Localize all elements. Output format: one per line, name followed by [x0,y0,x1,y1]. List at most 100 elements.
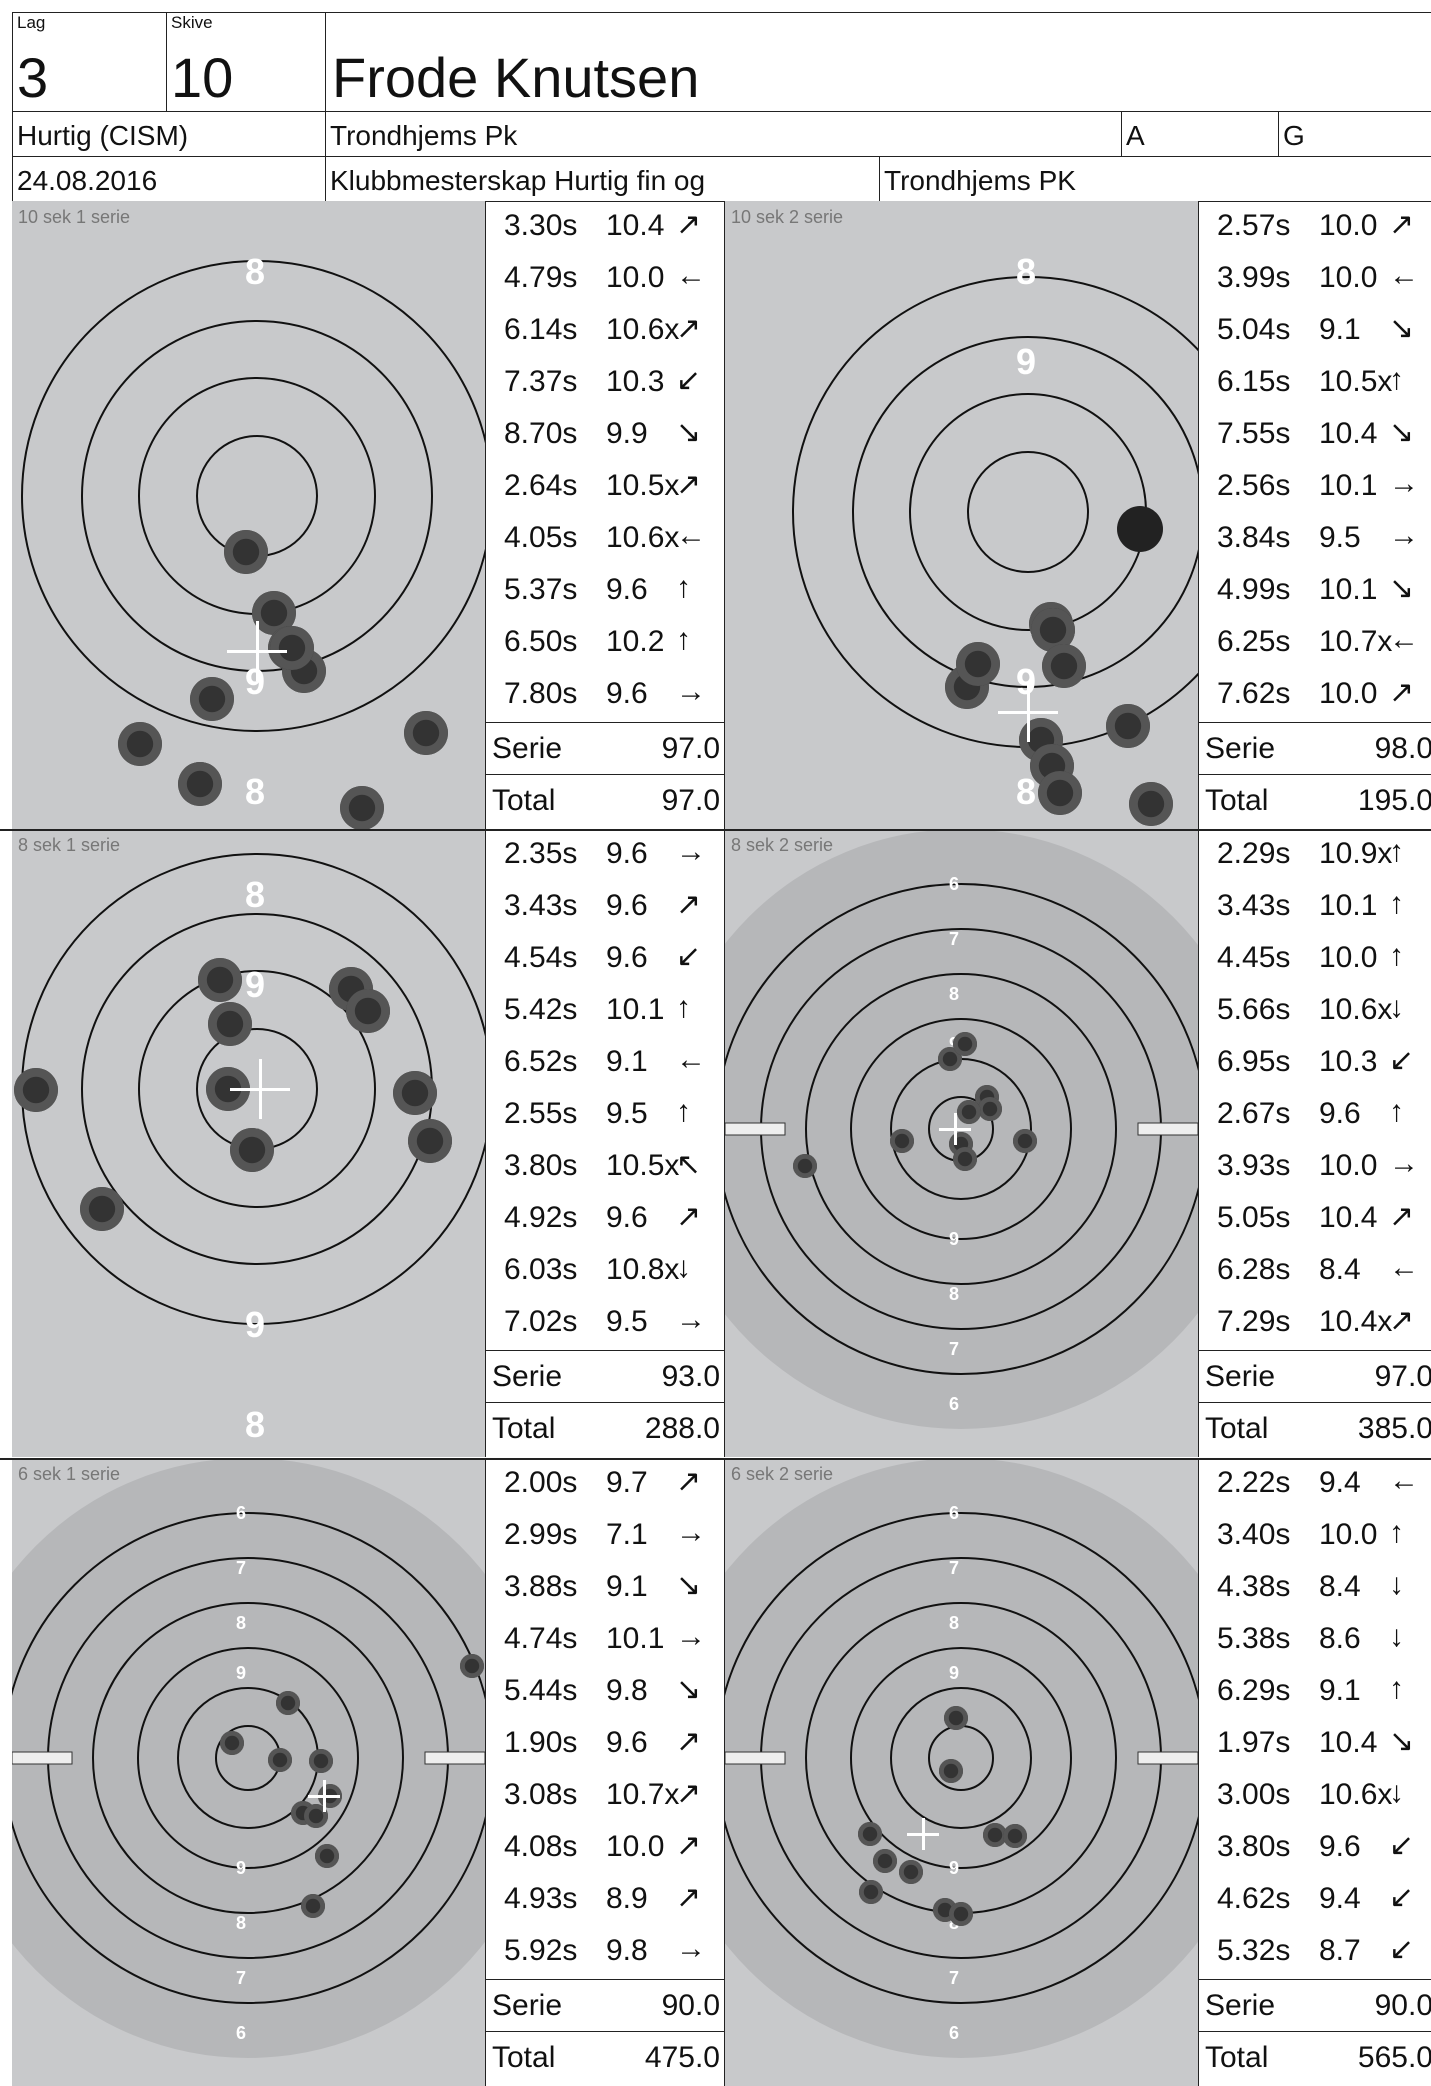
shot-score: 10.1 [1319,469,1377,503]
shot-hole [899,1860,923,1884]
shot-score: 9.8 [606,1934,648,1968]
shot-score: 7.1 [606,1518,648,1552]
shot-hole [268,1748,292,1772]
shot-row: 5.05s 10.4 ↗ [1199,1193,1431,1245]
serie-label: Serie [492,732,562,766]
shot-score: 10.0 [1319,1149,1377,1183]
direction-arrow-icon: → [676,1303,706,1337]
skive-label: Skive [171,13,213,33]
shot-time: 7.80s [504,677,577,711]
shot-score: 9.7 [606,1466,648,1500]
series-title: 8 sek 1 serie [18,835,120,856]
shot-score: 10.0 [1319,261,1377,295]
shot-hole [80,1187,124,1231]
target-6: 67899876 6 sek 2 serie [725,1458,1198,2086]
shot-time: 7.55s [1217,417,1290,451]
direction-arrow-icon: ↗ [676,1776,701,1811]
ring-label: 9 [949,1663,959,1684]
shot-score: 9.1 [606,1045,648,1079]
shot-time: 6.03s [504,1253,577,1287]
shot-row: 3.93s 10.0 → [1199,1141,1431,1193]
shot-row: 6.15s 10.5x ↑ [1199,357,1431,409]
shot-hole [340,786,384,829]
direction-arrow-icon: ↑ [676,623,691,657]
ring-label: 8 [949,1284,959,1305]
direction-arrow-icon: ↑ [676,571,691,605]
shot-time: 3.08s [504,1778,577,1812]
shot-time: 5.05s [1217,1201,1290,1235]
shot-hole [1042,644,1086,688]
ring-label: 7 [949,929,959,950]
ring-label: 8 [949,984,959,1005]
shot-time: 5.38s [1217,1622,1290,1656]
ring-label: 6 [949,874,959,895]
total-label: Total [492,1412,555,1446]
shot-row: 7.02s 9.5 → [486,1297,724,1349]
shot-time: 3.30s [504,209,577,243]
shot-time: 2.00s [504,1466,577,1500]
shot-row: 7.80s 9.6 → [486,669,724,721]
shot-row: 7.29s 10.4x ↗ [1199,1297,1431,1349]
direction-arrow-icon: → [676,1620,706,1654]
shot-time: 4.74s [504,1622,577,1656]
class-g-text: G [1283,120,1305,152]
shot-hole [1013,1129,1037,1153]
row-divider [0,1458,1431,1460]
direction-arrow-icon: ↗ [676,1464,701,1499]
shot-row: 3.88s 9.1 ↘ [486,1562,724,1614]
ring-label: 6 [236,1503,246,1524]
shot-hole [230,1128,274,1172]
shot-row: 7.55s 10.4 ↘ [1199,409,1431,461]
serie-value: 97.0 [1375,1360,1431,1394]
total-sum-row: Total 288.0 [486,1402,724,1454]
shot-time: 2.64s [504,469,577,503]
shot-row: 3.80s 10.5x ↖ [486,1141,724,1193]
target-rings [12,1458,485,2086]
shot-row: 5.44s 9.8 ↘ [486,1666,724,1718]
ring-label: 9 [1016,341,1036,383]
shot-time: 4.54s [504,941,577,975]
shot-time: 4.93s [504,1882,577,1916]
shot-row: 3.43s 10.1 ↑ [1199,881,1431,933]
ring-label: 8 [236,1913,246,1934]
date-cell: 24.08.2016 [12,156,326,202]
shot-score: 10.1 [1319,889,1377,923]
shot-hole [1106,704,1150,748]
shot-hole [859,1880,883,1904]
shot-time: 6.95s [1217,1045,1290,1079]
shot-time: 6.50s [504,625,577,659]
serie-sum-row: Serie 90.0 [486,1979,724,2031]
shot-score: 9.1 [1319,313,1361,347]
serie-label: Serie [492,1989,562,2023]
shot-row: 4.54s 9.6 ↙ [486,933,724,985]
series-title: 6 sek 2 serie [731,1464,833,1485]
shot-hole [1003,1824,1027,1848]
shot-row: 4.92s 9.6 ↗ [486,1193,724,1245]
shot-hole [220,1731,244,1755]
shot-score: 10.0 [1319,209,1377,243]
ring-label: 7 [236,1968,246,1989]
ring-label: 9 [236,1663,246,1684]
shot-time: 3.93s [1217,1149,1290,1183]
shot-row: 5.92s 9.8 → [486,1926,724,1978]
direction-arrow-icon: ↗ [676,1199,701,1234]
shot-hole [198,958,242,1002]
shot-time: 3.80s [504,1149,577,1183]
shot-score: 8.7 [1319,1934,1361,1968]
shot-score: 9.5 [606,1305,648,1339]
shot-score: 10.4 [1319,1726,1377,1760]
direction-arrow-icon: ↗ [1389,207,1414,242]
shot-row: 2.56s 10.1 → [1199,461,1431,513]
class-a-cell: A [1121,111,1279,157]
club-cell: Trondhjems Pk [325,111,1122,157]
shot-row: 2.99s 7.1 → [486,1510,724,1562]
shot-time: 6.28s [1217,1253,1290,1287]
serie-label: Serie [492,1360,562,1394]
direction-arrow-icon: → [1389,519,1419,553]
shot-row: 4.38s 8.4 ↓ [1199,1562,1431,1614]
shot-hole [858,1822,882,1846]
shot-row: 2.22s 9.4 ← [1199,1458,1431,1510]
serie-value: 90.0 [1375,1989,1431,2023]
ring-label: 6 [949,2023,959,2044]
shot-score: 10.4x [1319,1305,1392,1339]
